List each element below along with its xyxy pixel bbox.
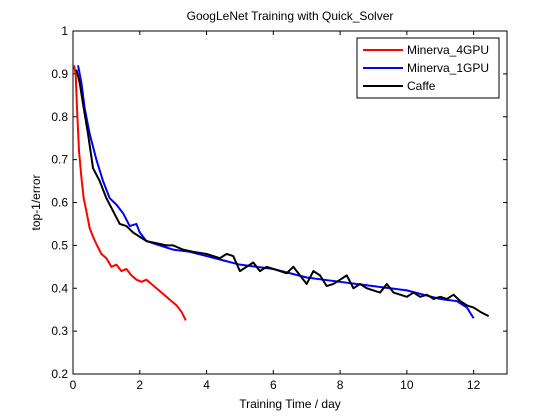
y-tick-label: 0.7 [51,153,68,167]
chart-title: GoogLeNet Training with Quick_Solver [187,9,394,23]
x-tick-label: 10 [400,378,414,392]
y-tick-label: 0.8 [51,110,68,124]
y-tick-label: 0.2 [51,367,68,381]
x-axis-label: Training Time / day [239,397,341,411]
x-tick-label: 0 [70,378,77,392]
axis-ticks: 0 2 4 6 8 10 12 0.2 0.3 0.4 0.5 0.6 0.7 0.8 0.9 1 [51,24,507,392]
y-axis-label: top-1/error [29,174,43,230]
x-tick-label: 4 [203,378,210,392]
series-lines [73,65,490,321]
y-tick-label: 0.4 [51,281,68,295]
y-tick-label: 0.3 [51,324,68,338]
legend: Minerva_4GPU Minerva_1GPU Caffe [356,37,500,99]
y-tick-label: 0.9 [51,67,68,81]
x-tick-label: 6 [270,378,277,392]
legend-label: Minerva_4GPU [407,43,489,57]
series-line-caffe [75,69,490,318]
series-line-minerva-1gpu [77,65,475,319]
legend-label: Minerva_1GPU [407,61,489,75]
y-tick-label: 0.6 [51,196,68,210]
series-line-minerva-4gpu [73,65,187,321]
x-tick-label: 8 [337,378,344,392]
y-tick-label: 1 [61,24,68,38]
legend-items: Minerva_4GPU Minerva_1GPU Caffe [363,43,489,93]
legend-label: Caffe [407,79,436,93]
x-tick-label: 2 [136,378,143,392]
y-tick-label: 0.5 [51,238,68,252]
x-tick-label: 12 [467,378,481,392]
